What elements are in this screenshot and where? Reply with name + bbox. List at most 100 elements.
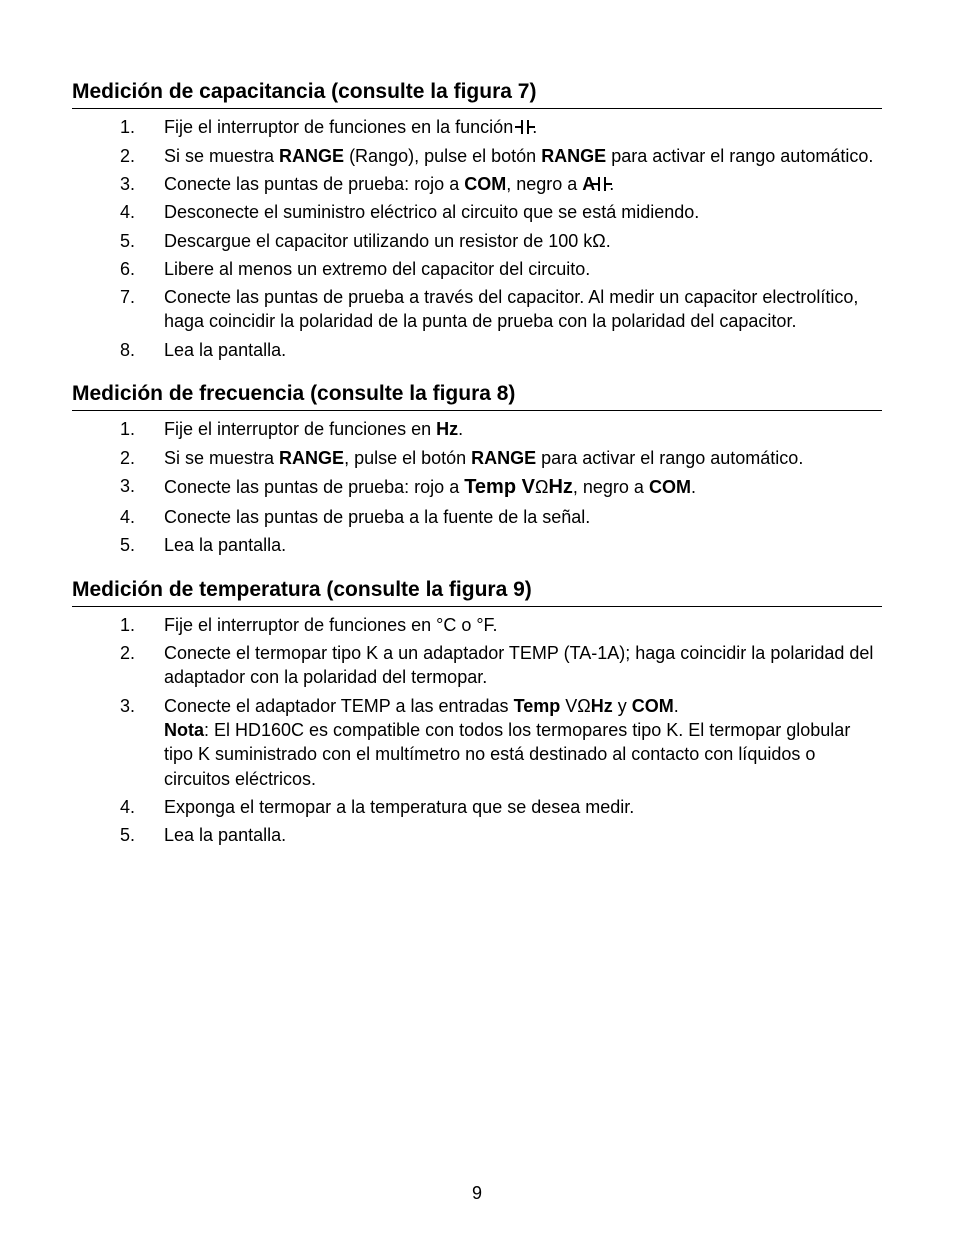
text: . [691,477,696,497]
list-item: 2.Conecte el termopar tipo K a un adapta… [72,641,882,690]
list-item: 4.Conecte las puntas de prueba a la fuen… [72,505,882,529]
text: Lea la pantalla. [164,535,286,555]
list-item-number: 5. [120,823,164,847]
list-item: 5.Lea la pantalla. [72,823,882,847]
text: Descargue el capacitor utilizando un res… [164,231,611,251]
list-item-number: 2. [120,446,164,470]
list-item-text: Conecte el termopar tipo K a un adaptado… [164,641,882,690]
capacitor-icon [518,120,532,134]
text: Fije el interruptor de funciones en la f… [164,117,518,137]
list-item-text: Fije el interruptor de funciones en Hz. [164,417,882,441]
list-item: 4.Exponga el termopar a la temperatura q… [72,795,882,819]
instruction-list: 1.Fije el interruptor de funciones en la… [72,115,882,362]
text: Conecte las puntas de prueba: rojo a [164,477,464,497]
list-item: 1.Fije el interruptor de funciones en Hz… [72,417,882,441]
bold-text: COM [464,174,506,194]
list-item-number: 4. [120,200,164,224]
text: , pulse el botón [344,448,471,468]
list-item-number: 3. [120,172,164,196]
list-item: 3.Conecte el adaptador TEMP a las entrad… [72,694,882,791]
text: Fije el interruptor de funciones en [164,419,436,439]
text: . [458,419,463,439]
text: Conecte el termopar tipo K a un adaptado… [164,643,873,687]
list-item-number: 1. [120,417,164,441]
list-item-text: Fije el interruptor de funciones en la f… [164,115,882,139]
text: Lea la pantalla. [164,825,286,845]
text: Libere al menos un extremo del capacitor… [164,259,590,279]
list-item: 2.Si se muestra RANGE (Rango), pulse el … [72,144,882,168]
bold-text: COM [632,696,674,716]
text: , negro a [506,174,582,194]
text: Conecte las puntas de prueba a la fuente… [164,507,590,527]
list-item-text: Conecte el adaptador TEMP a las entradas… [164,694,882,791]
bold-text: RANGE [471,448,536,468]
list-item: 3.Conecte las puntas de prueba: rojo a C… [72,172,882,196]
list-item-text: Lea la pantalla. [164,338,882,362]
text: circuitos eléctricos. [164,769,316,789]
bold-text: COM [649,477,691,497]
bold-text: Hz [591,696,613,716]
text: Exponga el termopar a la temperatura que… [164,797,634,817]
list-item-text: Libere al menos un extremo del capacitor… [164,257,882,281]
section-heading: Medición de frecuencia (consulte la figu… [72,380,882,411]
text: Si se muestra [164,146,279,166]
list-item-number: 5. [120,229,164,253]
list-item-number: 1. [120,613,164,637]
list-item-text: Conecte las puntas de prueba: rojo a Tem… [164,474,882,501]
instruction-list: 1.Fije el interruptor de funciones en Hz… [72,417,882,557]
section-heading: Medición de temperatura (consulte la fig… [72,576,882,607]
list-item: 4.Desconecte el suministro eléctrico al … [72,200,882,224]
text: Lea la pantalla. [164,340,286,360]
list-item: 8.Lea la pantalla. [72,338,882,362]
list-item: 3.Conecte las puntas de prueba: rojo a T… [72,474,882,501]
list-item-text: Si se muestra RANGE, pulse el botón RANG… [164,446,882,470]
text: Ω [535,477,548,497]
list-item-text: Conecte las puntas de prueba: rojo a COM… [164,172,882,196]
text: Desconecte el suministro eléctrico al ci… [164,202,699,222]
capacitor-icon [595,177,609,191]
list-item: 6.Libere al menos un extremo del capacit… [72,257,882,281]
bold-text: Hz [436,419,458,439]
section-heading: Medición de capacitancia (consulte la fi… [72,78,882,109]
list-item-text: Conecte las puntas de prueba a la fuente… [164,505,882,529]
text: Conecte las puntas de prueba a través de… [164,287,858,331]
bold-text: RANGE [279,146,344,166]
list-item-number: 3. [120,694,164,791]
list-item: 7.Conecte las puntas de prueba a través … [72,285,882,334]
list-item-number: 2. [120,641,164,690]
bold-text: Temp [514,696,566,716]
list-item-text: Si se muestra RANGE (Rango), pulse el bo… [164,144,882,168]
page-number: 9 [0,1181,954,1205]
text: para activar el rango automático. [536,448,803,468]
text: y [613,696,632,716]
text: Si se muestra [164,448,279,468]
text: Conecte las puntas de prueba: rojo a [164,174,464,194]
list-item-text: Exponga el termopar a la temperatura que… [164,795,882,819]
bold-text: RANGE [279,448,344,468]
text: para activar el rango automático. [606,146,873,166]
list-item-text: Conecte las puntas de prueba a través de… [164,285,882,334]
list-item-text: Fije el interruptor de funciones en °C o… [164,613,882,637]
list-item: 5.Lea la pantalla. [72,533,882,557]
bold-text: Hz [548,476,572,498]
list-item-text: Lea la pantalla. [164,823,882,847]
list-item: 2.Si se muestra RANGE, pulse el botón RA… [72,446,882,470]
bold-text: Nota [164,720,204,740]
bold-text: RANGE [541,146,606,166]
list-item-number: 3. [120,474,164,501]
bold-text: Temp V [464,476,535,498]
list-item: 1.Fije el interruptor de funciones en la… [72,115,882,139]
list-item-number: 4. [120,505,164,529]
list-item-text: Lea la pantalla. [164,533,882,557]
list-item-number: 6. [120,257,164,281]
list-item-text: Desconecte el suministro eléctrico al ci… [164,200,882,224]
text: , negro a [573,477,649,497]
document-body: Medición de capacitancia (consulte la fi… [72,78,882,848]
text: : El HD160C es compatible con todos los … [164,720,850,764]
text: . [674,696,679,716]
list-item: 5.Descargue el capacitor utilizando un r… [72,229,882,253]
list-item: 1.Fije el interruptor de funciones en °C… [72,613,882,637]
list-item-number: 2. [120,144,164,168]
list-item-number: 5. [120,533,164,557]
text: Fije el interruptor de funciones en °C o… [164,615,498,635]
